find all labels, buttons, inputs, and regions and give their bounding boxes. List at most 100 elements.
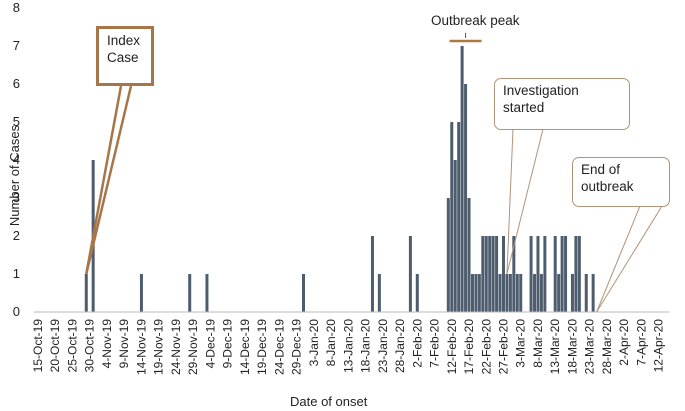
y-tick-label: 4 xyxy=(13,152,20,167)
x-tick-label: 15-Oct-19 xyxy=(31,319,45,373)
case-bar xyxy=(539,274,543,312)
x-tick-label: 7-Feb-20 xyxy=(428,319,442,368)
case-bar xyxy=(484,236,488,312)
x-tick-label: 23-Mar-20 xyxy=(583,319,597,375)
investigation-leader xyxy=(506,128,544,275)
case-bar xyxy=(188,274,192,312)
case-bar xyxy=(570,274,574,312)
y-tick-label: 3 xyxy=(13,190,20,205)
x-tick-label: 4-Dec-19 xyxy=(203,319,217,369)
index-case-callout: Index Case xyxy=(96,26,154,86)
case-bar xyxy=(467,198,471,312)
case-bar xyxy=(557,274,561,312)
x-tick-label: 19-Dec-19 xyxy=(255,319,269,375)
end-of-outbreak-callout: End of outbreak xyxy=(572,157,670,207)
x-tick-label: 30-Oct-19 xyxy=(83,319,97,373)
y-tick-label: 7 xyxy=(13,38,20,53)
x-tick-label: 29-Nov-19 xyxy=(186,319,200,375)
case-bar xyxy=(577,236,581,312)
case-bar xyxy=(377,274,381,312)
case-bar xyxy=(488,236,492,312)
case-bar xyxy=(491,236,495,312)
end-outbreak-leader xyxy=(596,205,663,313)
case-bar xyxy=(501,236,505,312)
case-bar xyxy=(477,274,481,312)
case-bar xyxy=(498,274,502,312)
index-case-leader xyxy=(85,85,133,275)
case-bar xyxy=(543,236,547,312)
case-bar xyxy=(574,236,578,312)
case-bar xyxy=(584,274,588,312)
case-bar xyxy=(139,274,143,312)
x-tick-label: 25-Oct-19 xyxy=(65,319,79,373)
case-bar xyxy=(481,236,485,312)
x-tick-label: 12-Apr-20 xyxy=(652,319,666,373)
x-tick-label: 18-Jan-20 xyxy=(359,319,373,373)
x-tick-label: 13-Jan-20 xyxy=(341,319,355,373)
case-bar xyxy=(446,198,450,312)
case-bar xyxy=(536,236,540,312)
case-bar xyxy=(560,236,564,312)
x-tick-label: 9-Dec-19 xyxy=(221,319,235,369)
case-bar xyxy=(408,236,412,312)
x-tick-label: 28-Jan-20 xyxy=(393,319,407,373)
y-tick-label: 0 xyxy=(13,304,20,319)
case-bar xyxy=(460,46,464,312)
x-axis-title: Date of onset xyxy=(290,394,368,409)
case-bar xyxy=(457,122,461,312)
x-tick-label: 14-Nov-19 xyxy=(134,319,148,375)
case-bar xyxy=(415,274,419,312)
x-tick-label: 4-Nov-19 xyxy=(100,319,114,369)
case-bar xyxy=(515,274,519,312)
x-tick-label: 14-Dec-19 xyxy=(238,319,252,375)
x-tick-label: 24-Dec-19 xyxy=(272,319,286,375)
y-tick-label: 8 xyxy=(13,0,20,15)
case-bar xyxy=(529,236,533,312)
x-tick-label: 28-Mar-20 xyxy=(600,319,614,375)
y-tick-label: 2 xyxy=(13,228,20,243)
case-bar xyxy=(519,274,523,312)
investigation-leader xyxy=(506,128,514,275)
x-tick-label: 8-Jan-20 xyxy=(324,319,338,367)
case-bar xyxy=(453,160,457,312)
case-bar xyxy=(564,236,568,312)
x-tick-label: 17-Feb-20 xyxy=(462,319,476,375)
y-tick-label: 6 xyxy=(13,76,20,91)
index-case-leader xyxy=(85,85,123,275)
case-bar xyxy=(505,274,509,312)
case-bar xyxy=(84,274,88,312)
case-bar xyxy=(553,236,557,312)
case-bar xyxy=(512,236,516,312)
x-tick-label: 18-Mar-20 xyxy=(565,319,579,375)
case-bar xyxy=(591,274,595,312)
case-bar xyxy=(302,274,306,312)
x-tick-label: 2-Feb-20 xyxy=(410,319,424,368)
x-tick-label: 2-Apr-20 xyxy=(617,319,631,366)
y-axis-title: Number of Cases xyxy=(4,110,26,240)
case-bar xyxy=(450,122,454,312)
case-bar xyxy=(470,274,474,312)
case-bar xyxy=(205,274,209,312)
x-tick-label: 3-Jan-20 xyxy=(307,319,321,367)
investigation-started-callout: Investigation started xyxy=(494,78,630,130)
case-bar xyxy=(464,84,468,312)
x-tick-label: 19-Nov-19 xyxy=(152,319,166,375)
y-tick-label: 1 xyxy=(13,266,20,281)
case-bar xyxy=(495,236,499,312)
y-tick-label: 5 xyxy=(13,114,20,129)
end-outbreak-leader xyxy=(596,205,641,313)
x-tick-label: 29-Dec-19 xyxy=(290,319,304,375)
case-bar xyxy=(508,274,512,312)
x-tick-label: 23-Jan-20 xyxy=(376,319,390,373)
x-tick-label: 24-Nov-19 xyxy=(169,319,183,375)
x-tick-label: 9-Nov-19 xyxy=(117,319,131,369)
x-tick-label: 13-Mar-20 xyxy=(548,319,562,375)
x-tick-label: 12-Feb-20 xyxy=(445,319,459,375)
case-bar xyxy=(533,274,537,312)
outbreak-peak-label: Outbreak peak xyxy=(431,13,520,28)
x-tick-label: 7-Apr-20 xyxy=(634,319,648,366)
x-tick-label: 20-Oct-19 xyxy=(48,319,62,373)
x-tick-label: 3-Mar-20 xyxy=(514,319,528,368)
x-tick-label: 22-Feb-20 xyxy=(479,319,493,375)
